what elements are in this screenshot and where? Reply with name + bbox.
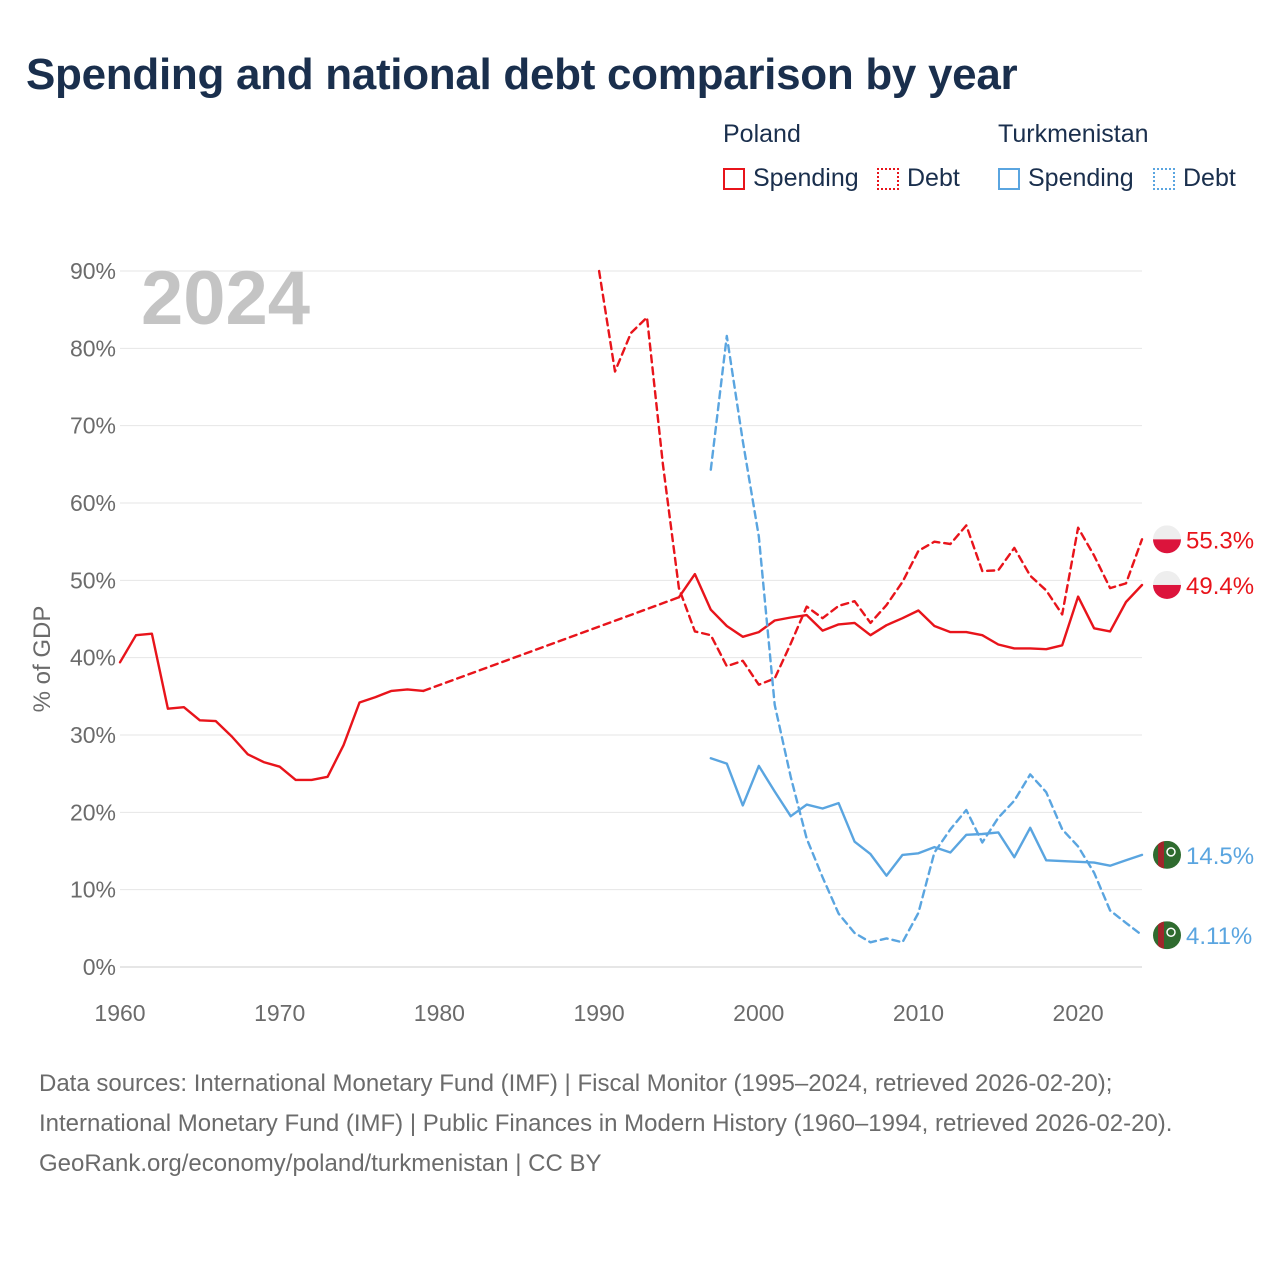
y-tick-label: 10% — [70, 877, 116, 903]
series-lines — [118, 269, 1144, 944]
end-value-label: 4.11% — [1186, 923, 1252, 950]
legend-turkmenistan-spending[interactable]: Spending — [998, 164, 1134, 193]
legend-group-poland: Poland — [723, 120, 801, 148]
y-axis-label: % of GDP — [29, 606, 56, 713]
legend-poland-debt[interactable]: Debt — [877, 164, 960, 193]
year-label: 2024 — [141, 256, 310, 341]
footer: Data sources: International Monetary Fun… — [39, 1064, 1239, 1184]
credit-link[interactable]: GeoRank.org/economy/poland/turkmenistan … — [39, 1150, 602, 1177]
end-value-label: 14.5% — [1186, 843, 1254, 870]
dotted-line-swatch-icon — [1153, 167, 1175, 190]
series-line-turkmenistan-spending[interactable] — [709, 757, 1144, 877]
y-tick-label: 80% — [70, 335, 116, 361]
y-tick-label: 90% — [70, 258, 116, 284]
solid-line-swatch-icon — [723, 167, 745, 190]
y-tick-label: 60% — [70, 490, 116, 516]
legend-label: Debt — [907, 164, 960, 192]
x-axis-ticks: 1960 1970 1980 1990 2000 2010 2020 — [94, 1000, 1103, 1026]
x-tick-label: 1960 — [94, 1000, 145, 1026]
data-sources: Data sources: International Monetary Fun… — [39, 1070, 1173, 1137]
chart-canvas: 0%10%20%30%40%50%60%70%80%90% 1960 1970 19… — [29, 256, 1254, 1026]
end-markers: 55.3% 49.4% 14.5% 4.11% — [1153, 525, 1254, 950]
y-tick-label: 20% — [70, 799, 116, 825]
x-tick-label: 2010 — [893, 1000, 944, 1026]
series-line-turkmenistan-debt[interactable] — [709, 334, 1144, 944]
series-line-poland-debt[interactable] — [597, 269, 1144, 686]
poland-flag-icon — [1153, 570, 1181, 599]
legend-turkmenistan-debt[interactable]: Debt — [1153, 164, 1236, 193]
chart-title: Spending and national debt comparison by… — [26, 50, 1018, 99]
turkmenistan-flag-icon — [1153, 921, 1181, 950]
legend-label: Spending — [1028, 164, 1134, 192]
y-tick-label: 0% — [83, 954, 116, 980]
y-tick-label: 30% — [70, 722, 116, 748]
solid-line-swatch-icon — [998, 167, 1020, 190]
gridlines — [120, 270, 1142, 968]
y-tick-label: 50% — [70, 567, 116, 593]
end-value-label: 49.4% — [1186, 573, 1254, 600]
legend-label: Spending — [753, 164, 859, 192]
poland-flag-icon — [1153, 525, 1181, 554]
series-line-poland-spending[interactable] — [118, 632, 425, 782]
dotted-line-swatch-icon — [877, 167, 899, 190]
y-tick-label: 40% — [70, 645, 116, 671]
turkmenistan-flag-icon — [1153, 840, 1181, 869]
series-line-poland-spending[interactable] — [677, 572, 1144, 651]
series-line-poland-spending[interactable] — [422, 596, 681, 693]
x-tick-label: 2020 — [1053, 1000, 1104, 1026]
legend-group-turkmenistan: Turkmenistan — [998, 120, 1149, 148]
x-tick-label: 1970 — [254, 1000, 305, 1026]
y-axis-ticks: 0% 10% 20% 30% 40% 50% 60% 70% 80% 90% — [70, 258, 116, 980]
end-value-label: 55.3% — [1186, 527, 1254, 554]
x-tick-label: 1980 — [414, 1000, 465, 1026]
y-tick-label: 70% — [70, 413, 116, 439]
x-tick-label: 1990 — [573, 1000, 624, 1026]
legend-poland-spending[interactable]: Spending — [723, 164, 859, 193]
x-tick-label: 2000 — [733, 1000, 784, 1026]
legend-label: Debt — [1183, 164, 1236, 192]
